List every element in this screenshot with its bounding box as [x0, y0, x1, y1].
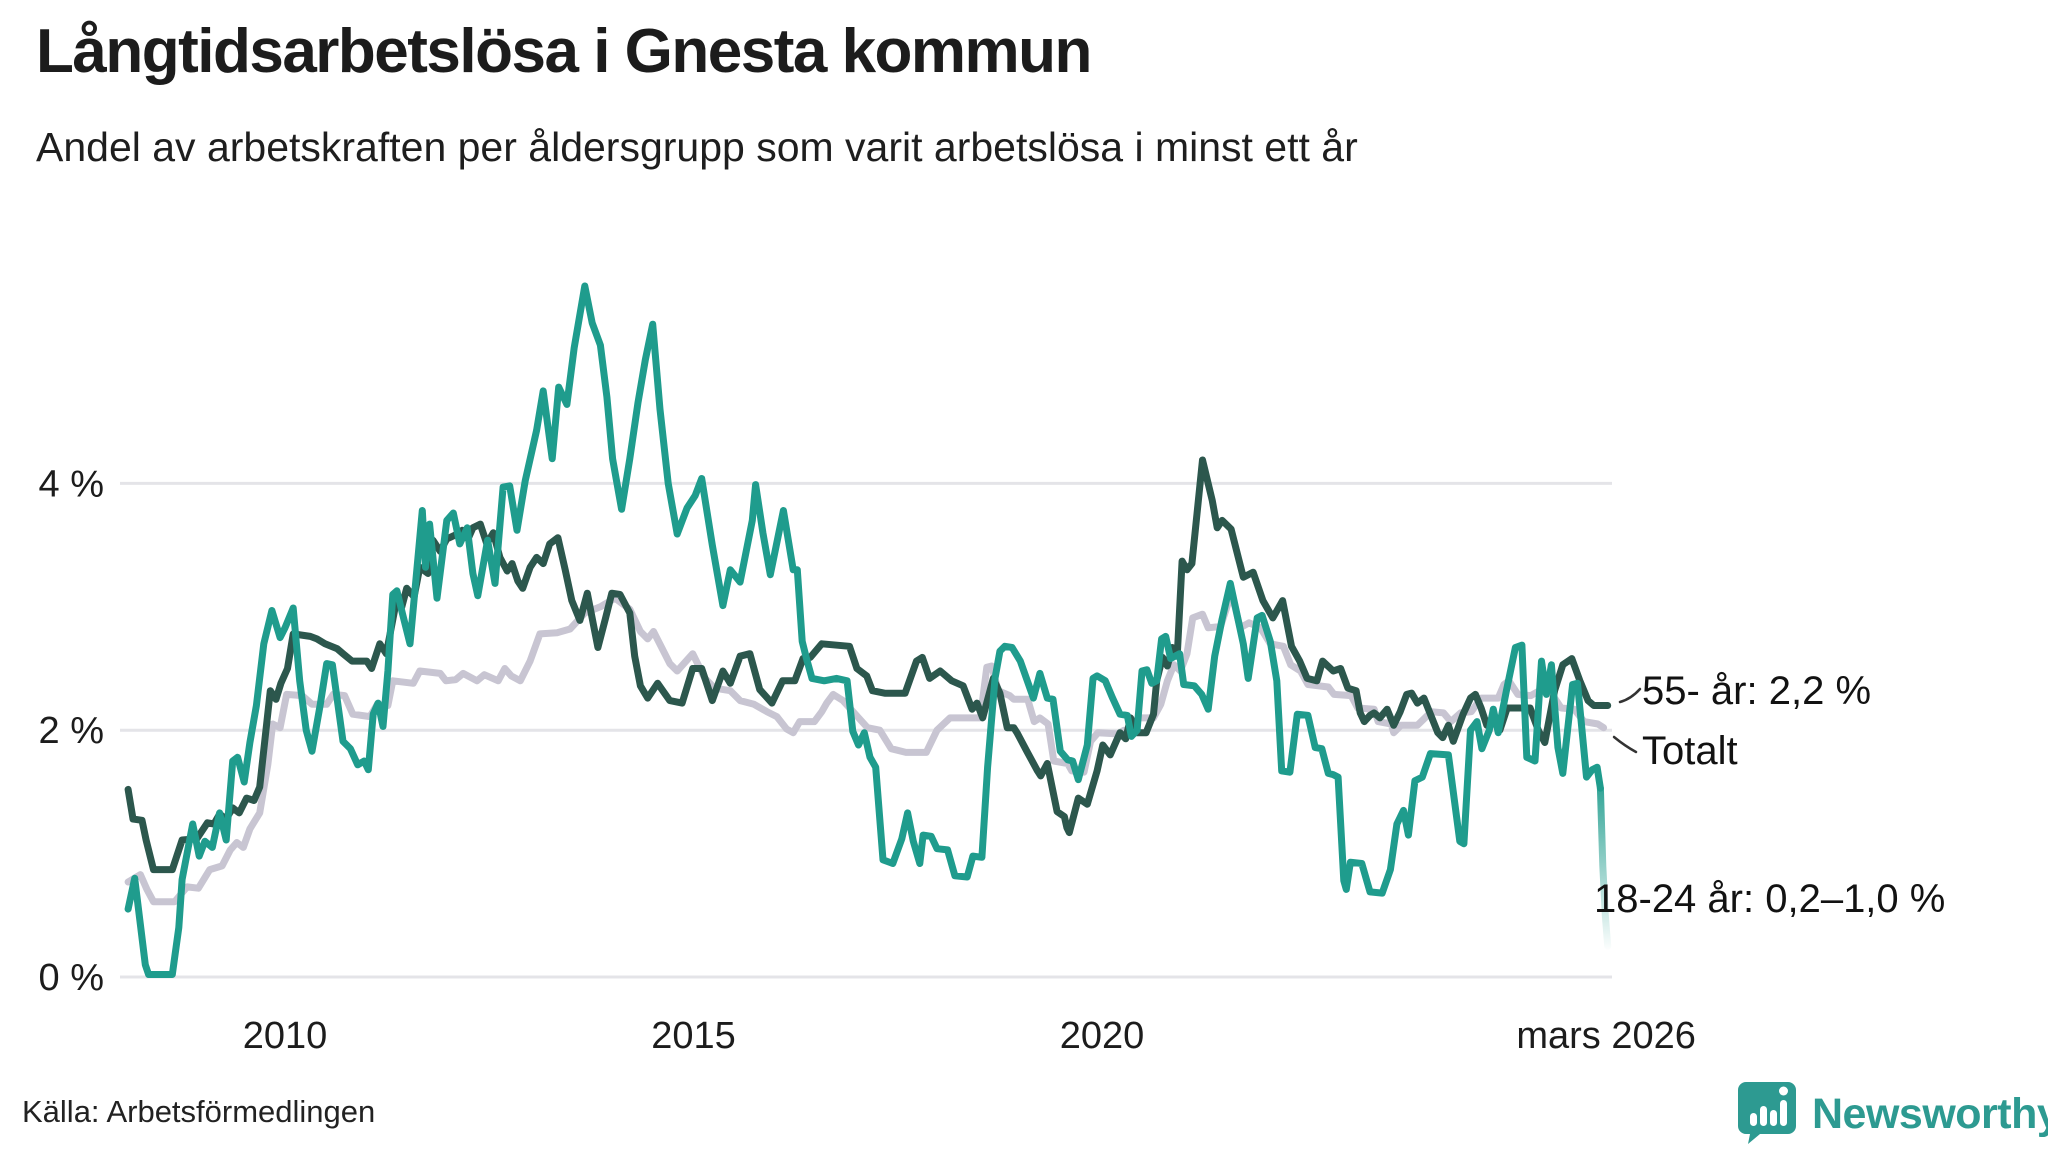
newsworthy-branding: Newsworthy: [1738, 1080, 2048, 1149]
x-axis-tick-labels: 2010 2015 2020 mars 2026: [243, 1015, 1696, 1057]
series-line-age55: [124, 456, 1612, 874]
end-label-18-24-ar: 18-24 år: 0,2–1,0 %: [1594, 877, 1946, 921]
series-line-age1824-fading-tail: [1596, 784, 1612, 950]
series-line-age1824: [124, 282, 1604, 978]
y-tick-label: 0 %: [39, 957, 104, 999]
source-credit: Källa: Arbetsförmedlingen: [22, 1094, 376, 1129]
y-tick-label: 4 %: [39, 463, 104, 505]
connector-totalt: [1612, 735, 1638, 754]
connector-55-ar: [1618, 687, 1642, 704]
end-label-55-ar: 55- år: 2,2 %: [1642, 669, 1872, 713]
end-label-totalt: Totalt: [1642, 729, 1738, 773]
y-axis-tick-labels: 0 % 2 % 4 %: [39, 463, 104, 999]
newsworthy-wordmark: Newsworthy: [1812, 1090, 2048, 1138]
annotation-connectors: [1612, 687, 1642, 754]
x-tick-label: 2020: [1060, 1015, 1145, 1057]
page-subtitle: Andel av arbetskraften per åldersgrupp s…: [36, 124, 1358, 170]
x-tick-label: 2015: [651, 1015, 736, 1057]
newsworthy-logo-icon: [1738, 1080, 1800, 1149]
page-title: Långtidsarbetslösa i Gnesta kommun: [36, 17, 1092, 86]
y-tick-label: 2 %: [39, 710, 104, 752]
series-lines-layer: [124, 282, 1612, 978]
x-tick-label: mars 2026: [1516, 1015, 1696, 1057]
x-tick-label: 2010: [243, 1015, 328, 1057]
